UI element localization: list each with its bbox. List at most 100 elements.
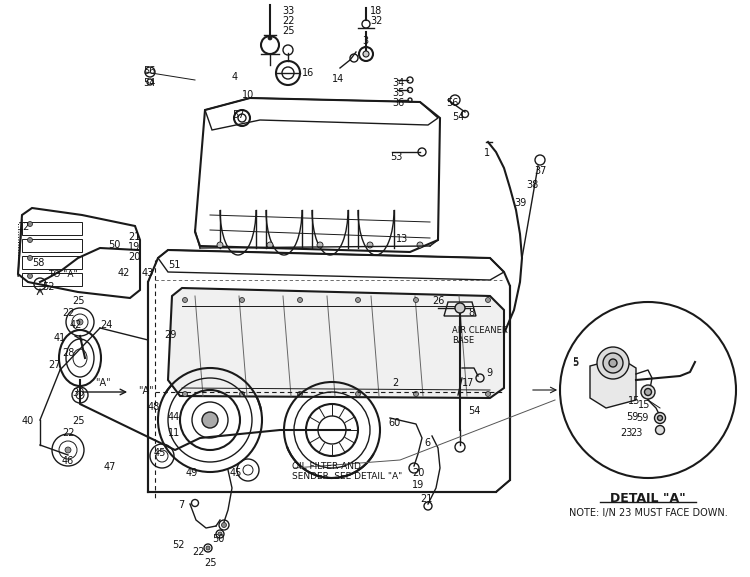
Text: 25: 25 (72, 416, 85, 426)
Text: OIL FILTER AND
SENDER. SEE DETAIL "A": OIL FILTER AND SENDER. SEE DETAIL "A" (292, 462, 402, 481)
Text: 25: 25 (204, 558, 217, 568)
Text: 28: 28 (62, 348, 74, 358)
Text: 52: 52 (42, 282, 55, 292)
Text: 47: 47 (104, 462, 116, 472)
Circle shape (217, 242, 223, 248)
Text: 22: 22 (282, 16, 295, 26)
Text: 19: 19 (128, 242, 140, 252)
Text: 5: 5 (572, 358, 578, 368)
Circle shape (413, 298, 419, 302)
Text: 4: 4 (232, 72, 238, 82)
Text: 59: 59 (636, 413, 648, 423)
Circle shape (65, 447, 71, 453)
Circle shape (268, 36, 272, 40)
Text: 38: 38 (526, 180, 538, 190)
Text: 7: 7 (178, 500, 184, 510)
Circle shape (658, 415, 662, 421)
Text: 52: 52 (172, 540, 184, 550)
Text: 49: 49 (186, 468, 198, 478)
Text: 54: 54 (452, 112, 464, 122)
Text: 39: 39 (514, 198, 526, 208)
Text: 29: 29 (164, 330, 176, 340)
Circle shape (298, 298, 302, 302)
Text: NOTE: I/N 23 MUST FACE DOWN.: NOTE: I/N 23 MUST FACE DOWN. (568, 508, 728, 518)
Circle shape (609, 359, 617, 367)
Text: 25: 25 (282, 26, 295, 36)
Circle shape (655, 413, 665, 424)
Text: 10: 10 (242, 90, 254, 100)
Circle shape (413, 392, 419, 396)
Text: 9: 9 (486, 368, 492, 378)
Text: 18: 18 (370, 6, 382, 16)
Text: 22: 22 (62, 308, 74, 318)
Text: 41: 41 (54, 333, 66, 343)
Text: 46: 46 (62, 456, 74, 466)
Text: 19: 19 (412, 480, 424, 490)
Bar (22, 222, 82, 235)
Text: TO "A": TO "A" (48, 270, 78, 279)
Text: 14: 14 (332, 74, 344, 84)
Text: "A": "A" (95, 378, 111, 388)
Circle shape (298, 392, 302, 396)
Polygon shape (168, 288, 504, 398)
Text: 33: 33 (282, 6, 294, 16)
Text: 45: 45 (230, 468, 242, 478)
Text: 37: 37 (534, 166, 546, 176)
Text: 35: 35 (392, 88, 404, 98)
Text: 34: 34 (392, 78, 404, 88)
Text: 6: 6 (424, 438, 430, 448)
Text: 60: 60 (388, 418, 400, 428)
Circle shape (28, 222, 32, 227)
Circle shape (417, 242, 423, 248)
Circle shape (77, 319, 83, 325)
Circle shape (356, 392, 361, 396)
Text: 56: 56 (446, 98, 458, 108)
Circle shape (644, 388, 652, 395)
Circle shape (363, 51, 369, 57)
Circle shape (218, 532, 222, 536)
Text: 36: 36 (392, 98, 404, 108)
Circle shape (603, 353, 623, 373)
Text: 54: 54 (468, 406, 480, 416)
Text: 57: 57 (232, 110, 244, 120)
Bar (22, 256, 82, 269)
Circle shape (28, 238, 32, 242)
Text: 42: 42 (118, 268, 130, 278)
Text: 27: 27 (48, 360, 61, 370)
Text: 22: 22 (62, 428, 74, 438)
Circle shape (455, 303, 465, 313)
Bar (22, 239, 82, 252)
Text: 20: 20 (412, 468, 424, 478)
Text: 3: 3 (362, 36, 368, 46)
Circle shape (485, 298, 490, 302)
Text: 1: 1 (484, 148, 490, 158)
Text: 50: 50 (108, 240, 120, 250)
Text: 17: 17 (462, 378, 474, 388)
Circle shape (356, 298, 361, 302)
Circle shape (317, 242, 323, 248)
Text: AIR CLEANER
BASE: AIR CLEANER BASE (452, 326, 508, 346)
Text: 45: 45 (154, 448, 166, 458)
Circle shape (239, 392, 244, 396)
Text: 15: 15 (628, 396, 640, 406)
Text: 54: 54 (143, 78, 155, 88)
Circle shape (239, 298, 244, 302)
Text: 21: 21 (420, 494, 432, 504)
Text: 22: 22 (192, 547, 205, 557)
Text: 30: 30 (72, 388, 84, 398)
Circle shape (656, 425, 664, 434)
Text: 58: 58 (32, 258, 44, 268)
Text: 48: 48 (148, 402, 160, 412)
Polygon shape (590, 358, 636, 408)
Text: 5: 5 (572, 357, 578, 367)
Text: 16: 16 (302, 68, 314, 78)
Circle shape (560, 302, 736, 478)
Text: 12: 12 (18, 222, 30, 232)
Text: 26: 26 (432, 296, 444, 306)
Text: 11: 11 (168, 428, 180, 438)
Circle shape (28, 256, 32, 260)
Circle shape (28, 273, 32, 279)
Text: "A": "A" (138, 386, 154, 396)
Text: 2: 2 (392, 378, 398, 388)
Text: 8: 8 (468, 308, 474, 318)
